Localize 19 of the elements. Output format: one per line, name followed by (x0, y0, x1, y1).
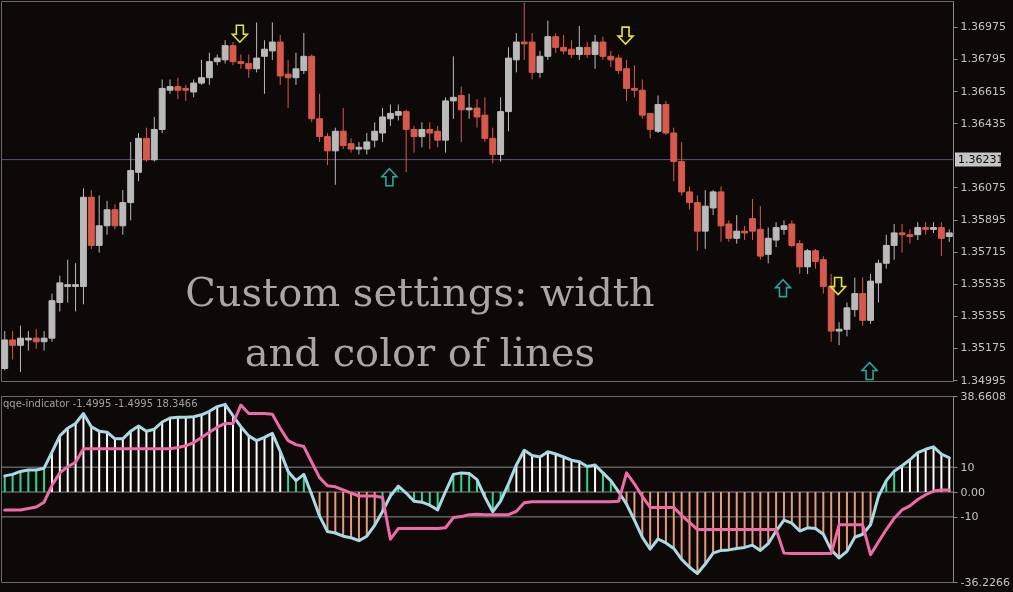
y-tick-label: 1.36075 (960, 180, 1006, 194)
y-tick-label: 0.00 (960, 485, 985, 499)
y-tick-label: 1.36615 (960, 84, 1006, 98)
y-tick-label: -10 (960, 510, 979, 524)
y-tick-label: 1.36975 (960, 20, 1006, 34)
y-tick-label: 1.34995 (960, 373, 1006, 387)
ref-line-label: 1.36231 (958, 152, 1004, 166)
annotation: Custom settings: width and color of lines (185, 268, 655, 375)
y-tick-label: 38.6608 (960, 389, 1006, 403)
y-tick-label: 1.35175 (960, 341, 1006, 355)
y-tick-label: -36.2266 (960, 575, 1010, 589)
y-tick-label: 1.35535 (960, 277, 1006, 291)
y-tick-label: 10 (960, 460, 975, 474)
y-tick-label: 1.36435 (960, 116, 1006, 130)
y-tick-label: 1.35895 (960, 213, 1006, 227)
chart-title: qqe-indicator -1.4995 -1.4995 18.3466 (3, 398, 198, 409)
y-tick-label: 1.35355 (960, 309, 1006, 323)
y-tick-label: 1.35715 (960, 245, 1006, 259)
y-tick-label: 1.36795 (960, 52, 1006, 66)
